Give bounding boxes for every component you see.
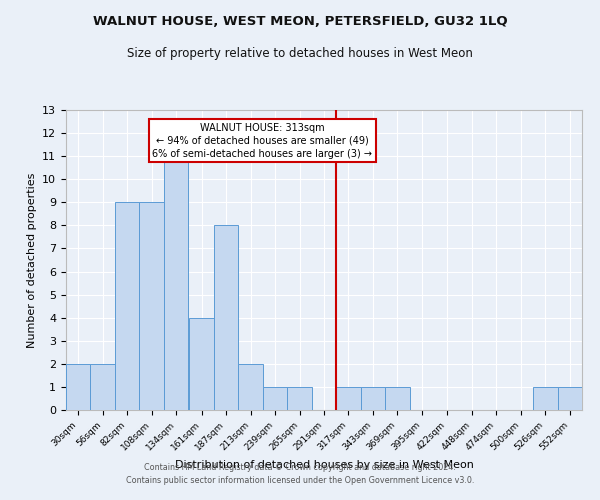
Bar [263,387,287,410]
Bar [214,226,238,410]
Bar [336,387,361,410]
Text: Contains HM Land Registry data © Crown copyright and database right 2024.: Contains HM Land Registry data © Crown c… [144,464,456,472]
Bar [287,387,312,410]
Text: WALNUT HOUSE: 313sqm
← 94% of detached houses are smaller (49)
6% of semi-detach: WALNUT HOUSE: 313sqm ← 94% of detached h… [152,122,373,159]
Bar [533,387,557,410]
Bar [190,318,214,410]
Bar [91,364,115,410]
Text: Contains public sector information licensed under the Open Government Licence v3: Contains public sector information licen… [126,476,474,485]
Bar [139,202,164,410]
X-axis label: Distribution of detached houses by size in West Meon: Distribution of detached houses by size … [175,460,473,470]
Text: Size of property relative to detached houses in West Meon: Size of property relative to detached ho… [127,48,473,60]
Bar [361,387,385,410]
Text: WALNUT HOUSE, WEST MEON, PETERSFIELD, GU32 1LQ: WALNUT HOUSE, WEST MEON, PETERSFIELD, GU… [92,15,508,28]
Bar [238,364,263,410]
Bar [66,364,91,410]
Bar [115,202,139,410]
Y-axis label: Number of detached properties: Number of detached properties [26,172,37,348]
Bar [164,156,188,410]
Bar [557,387,582,410]
Bar [385,387,410,410]
